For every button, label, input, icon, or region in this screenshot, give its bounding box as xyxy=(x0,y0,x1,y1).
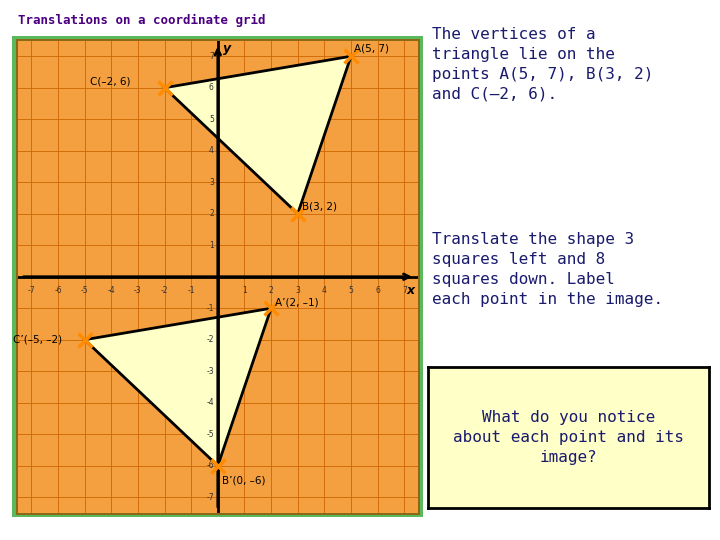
Text: -6: -6 xyxy=(206,461,214,470)
Text: C’(–5, –2): C’(–5, –2) xyxy=(13,335,62,345)
Text: 3: 3 xyxy=(295,286,300,295)
Text: 5: 5 xyxy=(209,115,214,124)
Text: -3: -3 xyxy=(206,367,214,376)
Text: 1: 1 xyxy=(242,286,247,295)
Text: Translate the shape 3
squares left and 8
squares down. Label
each point in the i: Translate the shape 3 squares left and 8… xyxy=(432,232,663,307)
Text: -7: -7 xyxy=(206,492,214,502)
Text: y: y xyxy=(223,42,231,55)
Text: 6: 6 xyxy=(209,83,214,92)
Polygon shape xyxy=(85,308,271,465)
Text: -4: -4 xyxy=(206,399,214,407)
Text: The vertices of a
triangle lie on the
points A(5, 7), B(3, 2)
and C(–2, 6).: The vertices of a triangle lie on the po… xyxy=(432,27,653,102)
Text: 3: 3 xyxy=(209,178,214,187)
Text: 6: 6 xyxy=(375,286,380,295)
Text: -2: -2 xyxy=(207,335,214,345)
Text: -1: -1 xyxy=(207,303,214,313)
Text: x: x xyxy=(407,285,415,298)
Text: 7: 7 xyxy=(209,52,214,60)
Text: -3: -3 xyxy=(134,286,142,295)
Text: 1: 1 xyxy=(209,241,214,249)
Text: -7: -7 xyxy=(27,286,35,295)
Text: B’(0, –6): B’(0, –6) xyxy=(222,475,265,485)
Text: -5: -5 xyxy=(206,430,214,438)
Text: A(5, 7): A(5, 7) xyxy=(354,44,390,53)
Text: C(–2, 6): C(–2, 6) xyxy=(90,77,130,86)
Text: -1: -1 xyxy=(187,286,195,295)
Text: -5: -5 xyxy=(81,286,89,295)
Text: A’(2, –1): A’(2, –1) xyxy=(275,297,319,307)
Text: B(3, 2): B(3, 2) xyxy=(302,201,337,211)
Text: 2: 2 xyxy=(269,286,274,295)
Text: 5: 5 xyxy=(348,286,354,295)
Text: Translations on a coordinate grid: Translations on a coordinate grid xyxy=(18,14,266,26)
Text: 2: 2 xyxy=(209,209,214,218)
Text: 4: 4 xyxy=(209,146,214,156)
Text: -4: -4 xyxy=(107,286,115,295)
Text: -6: -6 xyxy=(54,286,62,295)
Text: 7: 7 xyxy=(402,286,407,295)
Text: -2: -2 xyxy=(161,286,168,295)
Text: What do you notice
about each point and its
image?: What do you notice about each point and … xyxy=(454,410,684,465)
Polygon shape xyxy=(165,56,351,214)
Text: 4: 4 xyxy=(322,286,327,295)
